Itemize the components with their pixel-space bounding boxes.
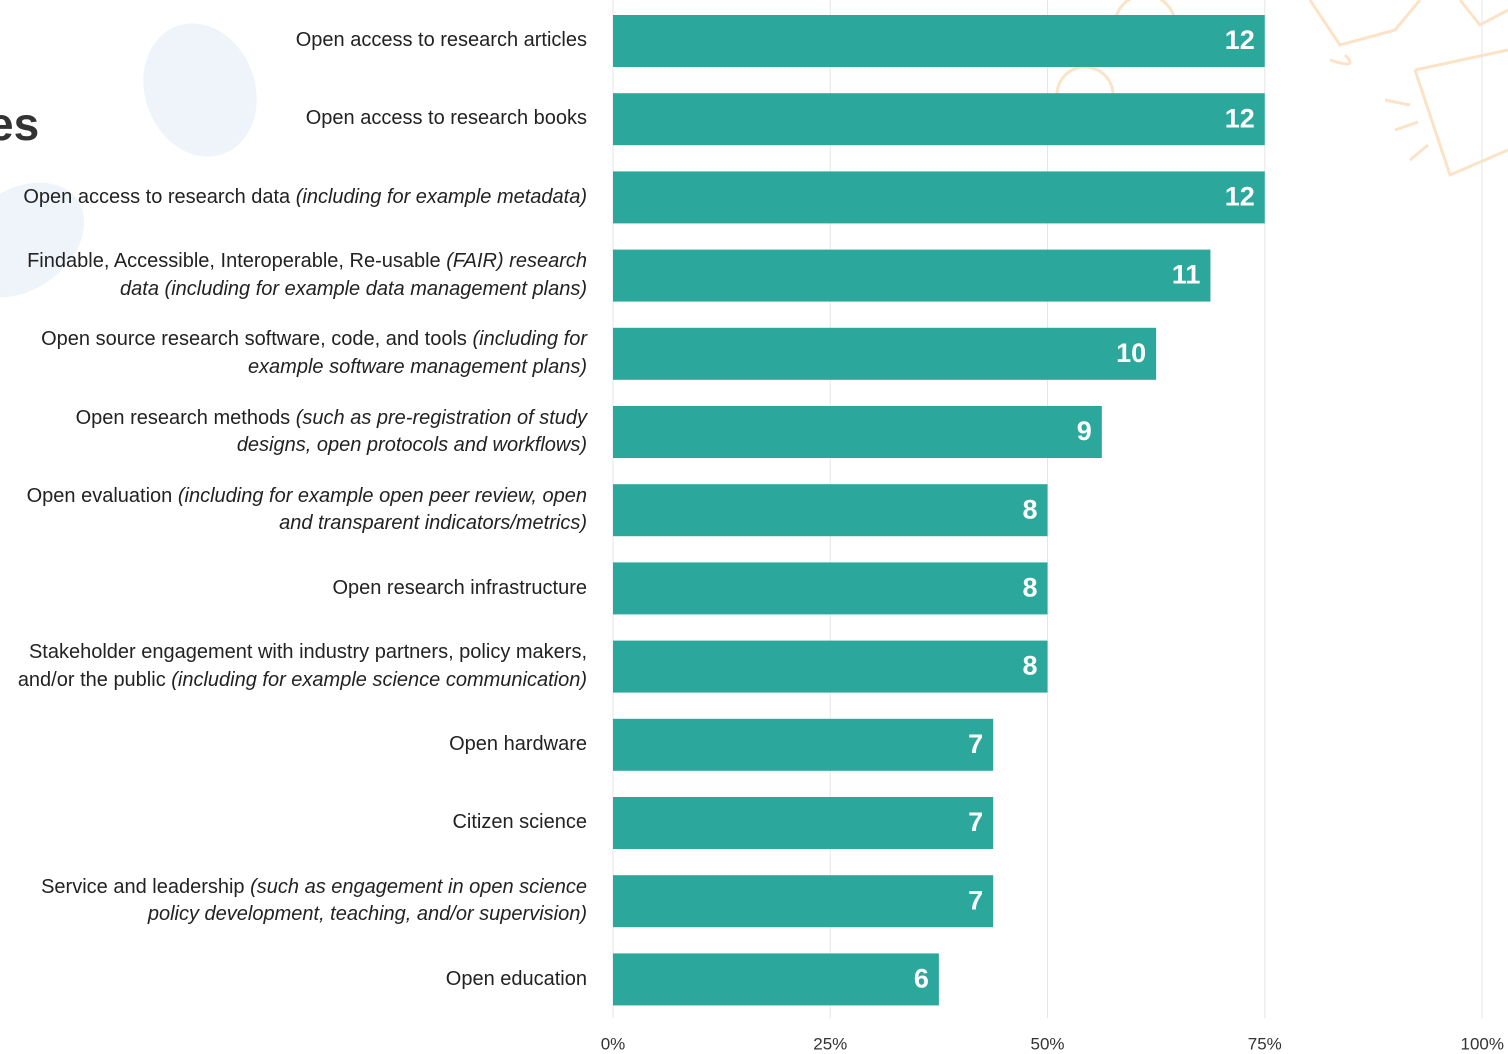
category-label: Open evaluation (including for example o… — [26, 484, 587, 535]
bar-count-label: 8 — [1022, 651, 1037, 681]
category-label: Open source research software, code, and… — [41, 328, 587, 378]
bar-count-label: 8 — [1022, 494, 1037, 524]
category-label: Open access to research articles — [295, 29, 587, 52]
x-tick-label: 0% — [601, 1034, 626, 1053]
x-tick-label: 25% — [813, 1034, 847, 1053]
bar — [613, 93, 1265, 146]
bar-count-label: 8 — [1022, 573, 1037, 603]
bar-count-label: 6 — [914, 964, 929, 994]
category-label: Open research infrastructure — [332, 576, 587, 599]
bar — [613, 484, 1048, 537]
category-label: Open hardware — [449, 733, 587, 756]
bar-count-label: 12 — [1225, 103, 1255, 133]
bar — [613, 327, 1157, 380]
bar-count-label: 7 — [968, 885, 983, 915]
decoration — [0, 23, 257, 298]
x-tick-label: 75% — [1248, 1034, 1282, 1053]
category-label: Stakeholder engagement with industry par… — [17, 641, 587, 691]
bar — [613, 640, 1048, 693]
title: es — [0, 98, 39, 150]
bar — [613, 562, 1048, 615]
category-label: Open research methods (such as pre-regis… — [75, 406, 587, 457]
bar — [613, 718, 994, 771]
bar — [613, 15, 1265, 67]
bar-count-label: 9 — [1077, 416, 1092, 446]
bar-count-label: 12 — [1225, 25, 1255, 55]
bar-count-label: 11 — [1172, 260, 1201, 290]
category-label: Open access to research data (including … — [23, 185, 587, 208]
x-tick-label: 50% — [1030, 1034, 1064, 1053]
category-label: Findable, Accessible, Interoperable, Re-… — [27, 250, 587, 300]
bar — [613, 953, 939, 1006]
bar — [613, 406, 1102, 458]
bar — [613, 171, 1265, 224]
bar-count-label: 7 — [968, 729, 983, 759]
bar-count-label: 7 — [968, 807, 983, 837]
x-tick-label: 100% — [1461, 1034, 1504, 1053]
bar-count-label: 10 — [1116, 338, 1146, 368]
category-label: Citizen science — [452, 811, 587, 834]
category-label: Service and leadership (such as engageme… — [41, 875, 587, 926]
bar — [613, 797, 994, 849]
bar — [613, 249, 1211, 302]
bar — [613, 875, 994, 928]
category-label: Open education — [445, 967, 587, 990]
bar-count-label: 12 — [1225, 182, 1255, 212]
category-label: Open access to research books — [305, 107, 587, 130]
